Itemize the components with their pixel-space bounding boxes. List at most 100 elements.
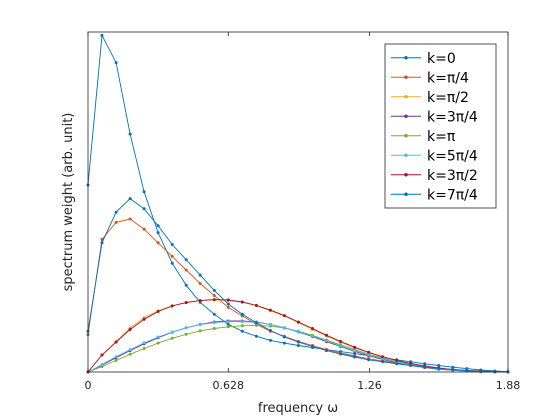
data-point (325, 339, 328, 343)
data-point (409, 364, 413, 367)
data-point (100, 353, 104, 357)
data-point (325, 349, 328, 353)
legend-item: k=π/2 (391, 90, 469, 106)
data-point (339, 344, 342, 348)
data-point (268, 308, 272, 312)
legend-label: k=7π/4 (427, 187, 478, 203)
legend-swatch-marker (404, 114, 408, 119)
data-point (353, 349, 357, 353)
data-point (198, 299, 202, 303)
data-point (170, 330, 174, 334)
data-point (114, 355, 118, 359)
data-point (296, 320, 300, 324)
series-layer (86, 33, 510, 374)
legend-swatch-marker (404, 172, 408, 177)
data-point (353, 355, 357, 359)
data-point (114, 340, 118, 344)
legend-label: k=π/2 (427, 90, 469, 106)
legend-item: k=π/4 (391, 70, 469, 86)
y-axis-label: spectrum weight (arb. unit) (61, 113, 76, 292)
data-point (100, 241, 104, 245)
data-point (184, 268, 188, 272)
x-tick-label: 0 (85, 379, 92, 392)
data-point (170, 243, 174, 246)
data-point (353, 345, 357, 349)
data-point (100, 363, 104, 366)
legend-item: k=3π/2 (391, 168, 478, 184)
legend-item: k=3π/4 (391, 109, 478, 125)
legend-item: k=7π/4 (391, 187, 478, 203)
data-point (339, 339, 342, 343)
legend: k=0 k=π/4 k=π/2 k=3π/4 k=π k=5π/4 k=3π/2 k=7π/4 (384, 43, 497, 209)
data-point (254, 334, 258, 338)
data-point (226, 320, 230, 324)
data-point (184, 283, 188, 287)
data-point (240, 300, 244, 304)
data-point (451, 365, 455, 369)
data-point (142, 227, 146, 231)
data-point (212, 288, 216, 292)
data-point (198, 323, 202, 327)
data-point (254, 323, 258, 327)
data-point (367, 358, 371, 362)
legend-label: k=π (427, 129, 456, 145)
data-point (465, 369, 469, 373)
data-point (128, 217, 132, 221)
data-point (142, 347, 146, 350)
legend-swatch-marker (404, 55, 408, 60)
data-point (296, 340, 300, 344)
data-point (226, 322, 230, 326)
data-point (142, 341, 146, 345)
data-point (423, 365, 427, 369)
data-point (268, 322, 272, 326)
legend-swatch-marker (404, 192, 408, 197)
data-point (128, 352, 132, 356)
data-point (240, 320, 244, 324)
data-point (226, 302, 230, 306)
x-axis-label: frequency ω (258, 401, 338, 416)
plot-frame (87, 31, 509, 373)
legend-label: k=π/4 (427, 70, 469, 86)
data-point (184, 258, 188, 262)
data-point (282, 341, 286, 345)
data-point (128, 328, 132, 331)
data-point (254, 303, 258, 307)
legend-label: k=3π/2 (427, 168, 478, 184)
data-point (212, 321, 216, 325)
legend-swatch-marker (404, 75, 408, 80)
x-tick-label: 0.628 (213, 379, 245, 392)
data-point (156, 310, 160, 313)
data-point (367, 350, 371, 354)
data-point (184, 301, 188, 305)
data-point (367, 353, 371, 357)
legend-label: k=0 (427, 51, 456, 67)
data-point (198, 273, 202, 277)
series-7 (86, 197, 510, 374)
data-point (212, 327, 216, 330)
data-point (437, 364, 441, 367)
x-tick-label: 1.26 (357, 379, 382, 392)
data-point (142, 317, 146, 321)
legend-label: k=5π/4 (427, 148, 478, 164)
data-point (114, 210, 118, 214)
data-point (395, 362, 399, 366)
data-point (353, 352, 357, 356)
data-point (311, 327, 314, 330)
data-point (240, 329, 244, 333)
x-tick-layer: 0 0.628 1.26 1.88 (85, 32, 520, 392)
data-point (212, 312, 216, 316)
data-point (268, 329, 272, 332)
data-point (282, 314, 286, 318)
data-point (437, 367, 441, 371)
data-point (100, 365, 104, 369)
data-point (451, 368, 455, 372)
data-point (381, 355, 385, 359)
data-point (226, 305, 230, 309)
legend-label: k=3π/4 (427, 109, 478, 125)
data-point (128, 348, 132, 352)
data-point (114, 358, 118, 362)
data-point (156, 341, 160, 345)
data-point (296, 330, 300, 333)
data-point (114, 220, 118, 224)
